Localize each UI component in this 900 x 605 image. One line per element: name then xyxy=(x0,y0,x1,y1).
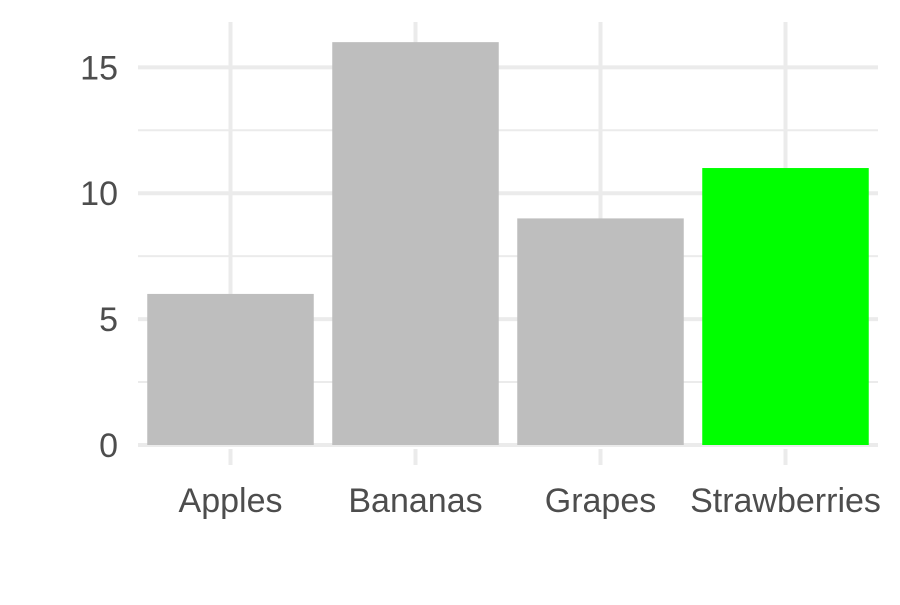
bar-grapes xyxy=(517,218,684,445)
bar-strawberries xyxy=(702,168,869,446)
y-tick-label: 10 xyxy=(80,175,118,213)
bars-layer xyxy=(147,42,869,446)
bar-apples xyxy=(147,293,314,445)
x-tick-label: Strawberries xyxy=(690,482,881,520)
y-tick-label: 5 xyxy=(99,301,118,339)
x-tick-label: Grapes xyxy=(545,482,657,520)
y-tick-label: 0 xyxy=(99,427,118,465)
axis-layer: Apples Bananas Grapes Strawberries 0 5 10 15 xyxy=(80,49,881,520)
x-tick-label: Bananas xyxy=(348,482,482,520)
y-tick-label: 15 xyxy=(80,49,118,87)
x-tick-label: Apples xyxy=(179,482,283,520)
bar-bananas xyxy=(332,42,499,446)
